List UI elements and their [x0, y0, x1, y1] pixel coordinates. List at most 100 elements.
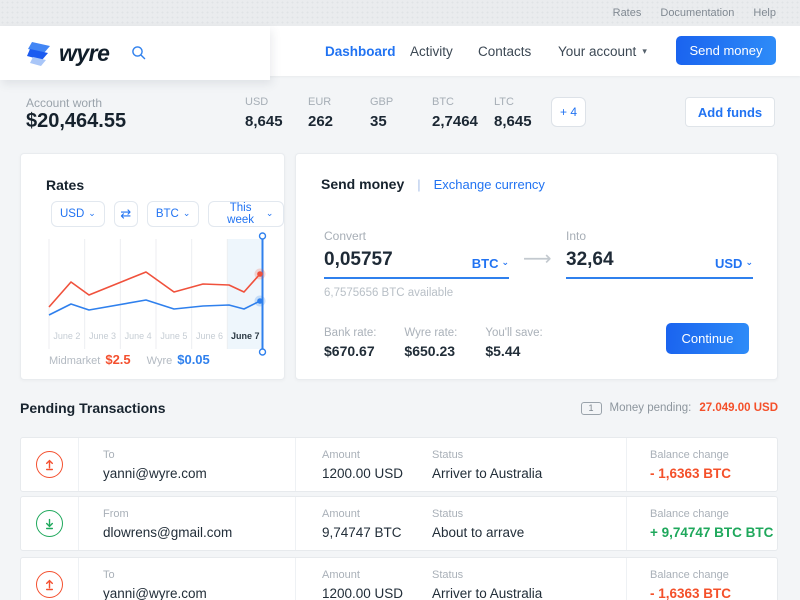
- main-nav: Dashboard Activity Contacts Your account…: [0, 26, 800, 76]
- convert-amount-input[interactable]: 0,05757: [324, 249, 393, 270]
- party-value: yanni@wyre.com: [103, 466, 207, 481]
- amount-block: Amount 9,74747 BTC: [322, 508, 432, 550]
- topbar-link-help[interactable]: Help: [753, 7, 776, 19]
- stat-label: Bank rate:: [324, 327, 377, 339]
- balance-value: + 9,74747 BTC BTC: [650, 525, 774, 540]
- party-label: To: [103, 449, 115, 461]
- transaction-direction-cell: [21, 558, 79, 600]
- currency-gbp: GBP 35: [370, 96, 393, 130]
- currency-code: GBP: [370, 96, 394, 108]
- party-value: yanni@wyre.com: [103, 586, 207, 600]
- rates-controls: USD ⌄ ⇄ BTC ⌄ This week ⌄: [51, 201, 285, 227]
- wyre-logo[interactable]: wyre: [26, 39, 110, 67]
- into-currency-select[interactable]: USD ⌄: [715, 256, 753, 271]
- money-pending-group: 1 Money pending: 27.049.00 USD: [580, 401, 778, 415]
- party-label: To: [103, 569, 115, 581]
- transaction-mid-cell: Amount 1200.00 USD Status Arriver to Aus…: [296, 438, 626, 491]
- more-currencies-button[interactable]: + 4: [551, 97, 586, 127]
- nav-contacts[interactable]: Contacts: [478, 43, 532, 59]
- amount-label: Amount: [322, 449, 360, 461]
- status-label: Status: [432, 569, 464, 581]
- convert-field-group: Convert 0,05757 BTC ⌄ 6,7575656 BTC avai…: [324, 229, 509, 299]
- chevron-down-icon: ⌄: [88, 207, 96, 218]
- balance-change-cell: Balance change + 9,74747 BTC BTC: [626, 497, 777, 550]
- amount-value: 9,74747 BTC: [322, 525, 402, 540]
- currency-value: 8,645: [494, 113, 532, 130]
- balance-change-cell: Balance change - 1,6363 BTC: [626, 558, 777, 600]
- topbar-link-rates[interactable]: Rates: [612, 7, 642, 19]
- transaction-party-cell: From dlowrens@gmail.com: [79, 497, 296, 550]
- currency-code: EUR: [308, 96, 332, 108]
- you-save: You'll save: $5.44: [485, 327, 542, 359]
- currency-code: LTC: [494, 96, 514, 108]
- send-money-button[interactable]: Send money: [676, 36, 776, 65]
- outgoing-arrow-icon: [36, 571, 63, 598]
- logo-text: wyre: [59, 39, 110, 66]
- balance-value: - 1,6363 BTC: [650, 466, 732, 481]
- status-block: Status About to arrave: [432, 508, 524, 550]
- status-block: Status Arriver to Australia: [432, 569, 542, 600]
- incoming-arrow-icon: [36, 510, 63, 537]
- from-currency-select[interactable]: USD ⌄: [51, 201, 105, 227]
- transaction-row[interactable]: From dlowrens@gmail.com Amount 9,74747 B…: [20, 496, 778, 551]
- send-money-card: Send money | Exchange currency Convert 0…: [295, 153, 778, 380]
- currency-value: 262: [308, 113, 334, 130]
- into-label: Into: [566, 229, 587, 243]
- balance-label: Balance change: [650, 569, 729, 581]
- currency-eur: EUR 262: [308, 96, 333, 130]
- transaction-mid-cell: Amount 9,74747 BTC Status About to arrav…: [296, 497, 626, 550]
- status-label: Status: [432, 508, 464, 520]
- balance-value: - 1,6363 BTC: [650, 586, 732, 600]
- chevron-down-icon: ⌄: [182, 207, 191, 218]
- transaction-direction-cell: [21, 438, 79, 491]
- to-currency-select[interactable]: BTC ⌄: [146, 201, 200, 227]
- amount-label: Amount: [322, 569, 360, 581]
- transaction-row[interactable]: To yanni@wyre.com Amount 1200.00 USD Sta…: [20, 557, 778, 600]
- convert-currency-select[interactable]: BTC ⌄: [472, 256, 509, 271]
- currency-value: 35: [370, 113, 387, 130]
- outgoing-arrow-icon: [36, 451, 63, 478]
- currency-btc: BTC 2,7464: [432, 96, 478, 130]
- continue-button[interactable]: Continue: [666, 323, 749, 354]
- stat-label: You'll save:: [485, 327, 543, 339]
- transaction-row[interactable]: To yanni@wyre.com Amount 1200.00 USD Sta…: [20, 437, 778, 492]
- pending-count-badge: 1: [580, 401, 602, 415]
- convert-label: Convert: [324, 229, 367, 243]
- send-card-tabs: Send money | Exchange currency: [321, 176, 545, 192]
- nav-activity[interactable]: Activity: [410, 43, 453, 59]
- stat-label: Wyre rate:: [404, 327, 458, 339]
- wyre-logo-icon: [27, 41, 50, 66]
- rates-title: Rates: [46, 177, 85, 193]
- tab-send-money[interactable]: Send money: [321, 176, 405, 192]
- account-summary: Account worth $20,464.55 USD 8,645 EUR 2…: [0, 88, 800, 140]
- period-select[interactable]: This week ⌄: [208, 201, 285, 227]
- into-amount-input[interactable]: 32,64: [566, 249, 614, 270]
- stat-value: $670.67: [324, 343, 375, 359]
- swap-currencies-button[interactable]: ⇄: [113, 201, 138, 227]
- topbar-link-documentation[interactable]: Documentation: [660, 7, 735, 19]
- top-utility-bar: Rates Documentation Help: [0, 0, 800, 26]
- from-currency-label: USD: [60, 208, 85, 220]
- add-funds-button[interactable]: Add funds: [685, 97, 775, 127]
- your-account-label: Your account: [558, 43, 637, 59]
- nav-dashboard[interactable]: Dashboard: [325, 43, 396, 59]
- legend-midmarket: Midmarket $2.5: [49, 351, 131, 369]
- tab-exchange-currency[interactable]: Exchange currency: [433, 176, 545, 192]
- rates-chart[interactable]: [48, 232, 267, 356]
- search-icon[interactable]: [131, 43, 151, 63]
- chart-x-axis: June 2 June 3 June 4 June 5 June 6 June 7: [49, 331, 263, 341]
- chart-x-label: June 3: [88, 331, 117, 341]
- legend-value: $2.5: [105, 352, 131, 367]
- nav-your-account[interactable]: Your account ▾: [558, 26, 647, 76]
- chart-x-label: June 5: [160, 331, 188, 341]
- amount-value: 1200.00 USD: [322, 466, 404, 481]
- arrow-right-icon: ⟶: [523, 248, 552, 270]
- transaction-mid-cell: Amount 1200.00 USD Status Arriver to Aus…: [296, 558, 626, 600]
- balance-change-cell: Balance change - 1,6363 BTC: [626, 438, 777, 491]
- transaction-party-cell: To yanni@wyre.com: [79, 438, 296, 491]
- legend-wyre: Wyre $0.05: [147, 351, 210, 369]
- party-value: dlowrens@gmail.com: [103, 525, 233, 540]
- into-currency-label: USD: [715, 256, 743, 271]
- chart-x-label: June 4: [124, 331, 152, 341]
- chart-x-label: June 6: [196, 331, 224, 341]
